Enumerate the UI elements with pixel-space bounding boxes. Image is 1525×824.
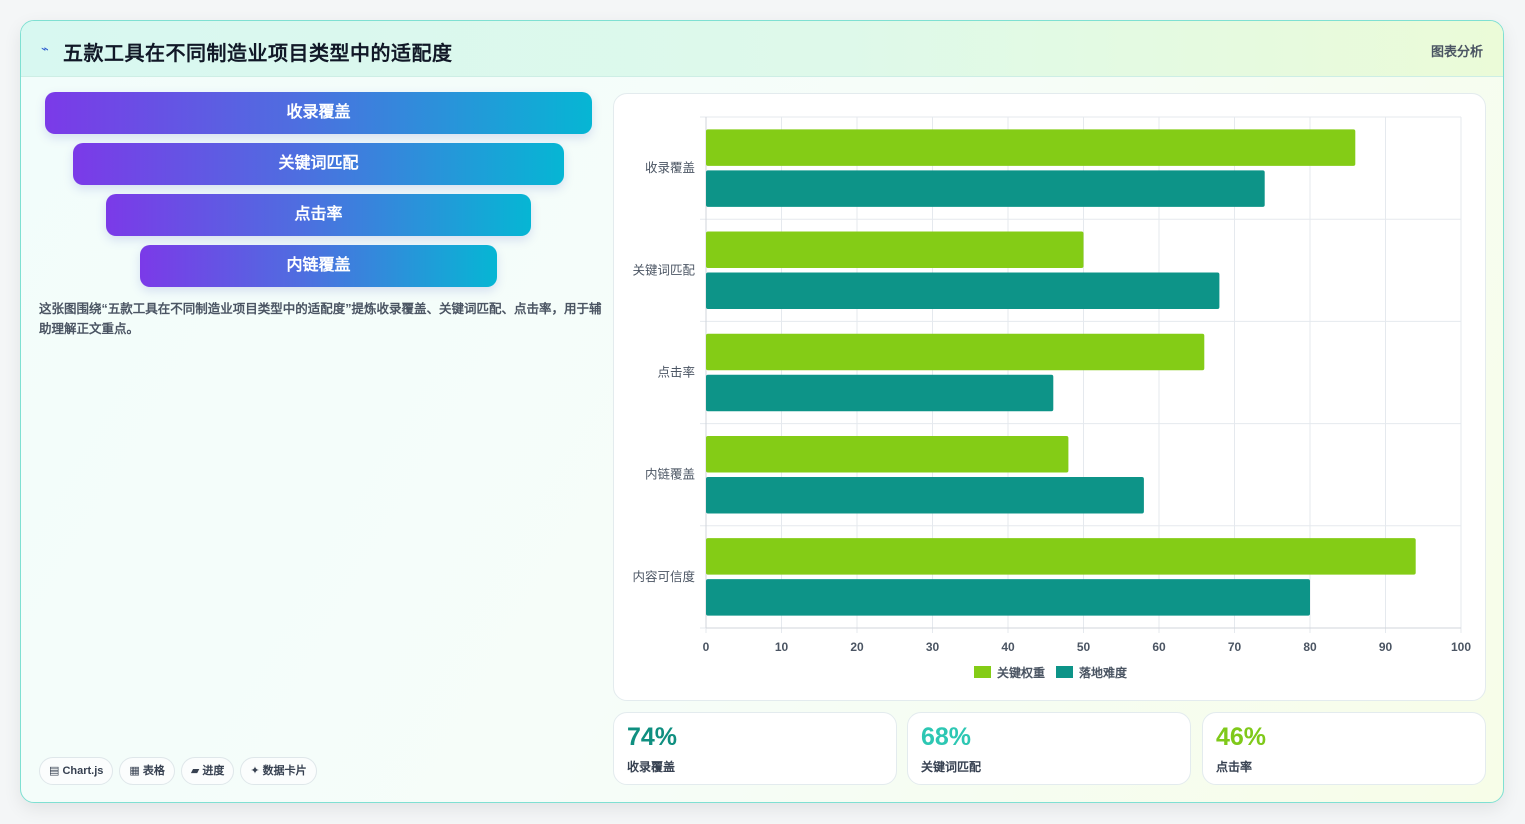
badge-progress[interactable]: ▰ 进度 [180,757,235,785]
funnel-stage-1: 收录覆盖 [45,92,592,134]
legend-label: 落地难度 [1079,665,1128,680]
legend-swatch [1056,666,1073,678]
y-tick-label: 关键词匹配 [632,263,695,277]
sparkle-icon: ⌁ [41,41,49,56]
x-tick-label: 40 [1001,640,1015,654]
stat-card-3: 46% 点击率 [1202,712,1486,785]
bar-difficulty [706,272,1220,310]
stat-label: 点击率 [1216,760,1253,774]
funnel-stage-2: 关键词匹配 [73,143,564,185]
bar-chart: 0 10 20 30 40 50 60 70 80 90 100 收录覆盖关键词匹配点击率内链覆盖内容… [632,116,1471,680]
y-tick-label: 收录覆盖 [645,161,695,175]
page-title: 五款工具在不同制造业项目类型中的适配度 [63,43,453,65]
badge-data-card[interactable]: ✦ 数据卡片 [240,757,317,785]
stat-value: 46% [1216,723,1267,751]
x-tick-label: 20 [850,640,864,654]
x-tick-label: 0 [703,640,710,654]
legend-swatch [974,666,991,678]
chart-description: 这张图围绕“五款工具在不同制造业项目类型中的适配度”提炼收录覆盖、关键词匹配、点… [39,302,602,336]
bar-key-weight [706,129,1356,166]
x-tick-label: 70 [1228,640,1242,654]
bar-difficulty [706,476,1144,514]
header-tag: 图表分析 [1430,44,1483,59]
stat-card-1: 74% 收录覆盖 [613,712,897,785]
bar-key-weight [706,333,1205,371]
funnel-stage-3: 点击率 [106,194,531,236]
bar-key-weight [706,231,1084,269]
stat-label: 关键词匹配 [921,760,982,774]
stat-value: 74% [627,723,678,751]
bar-key-weight [706,435,1069,473]
stat-label: 收录覆盖 [627,760,676,774]
main-card: ⌁ 五款工具在不同制造业项目类型中的适配度 图表分析 收录覆盖 关键词匹配 点击… [20,20,1504,803]
badge-chartjs[interactable]: ▤ Chart.js [39,757,114,785]
x-tick-label: 80 [1303,640,1317,654]
bar-key-weight [706,538,1416,575]
x-tick-label: 60 [1152,640,1166,654]
badge-table[interactable]: ▦ 表格 [119,757,175,785]
bar-difficulty [706,579,1310,616]
stat-card-2: 68% 关键词匹配 [907,712,1191,785]
x-tick-label: 90 [1379,640,1393,654]
y-tick-label: 点击率 [657,365,695,380]
tech-badges: ▤ Chart.js ▦ 表格 ▰ 进度 ✦ 数据卡片 [39,757,323,785]
x-tick-label: 50 [1077,640,1091,654]
x-tick-label: 30 [926,640,940,654]
chart-panel: 0 10 20 30 40 50 60 70 80 90 100 收录覆盖关键词匹配点击率内链覆盖内容… [613,93,1486,701]
y-tick-label: 内容可信度 [632,569,695,584]
header: ⌁ 五款工具在不同制造业项目类型中的适配度 图表分析 [21,21,1503,77]
x-tick-label: 10 [775,640,789,654]
y-tick-label: 内链覆盖 [645,467,695,482]
bar-difficulty [706,170,1265,207]
bar-difficulty [706,374,1054,412]
funnel-stage-4: 内链覆盖 [140,245,497,287]
x-tick-label: 100 [1451,640,1471,654]
stat-value: 68% [921,723,972,751]
legend-label: 关键权重 [997,665,1045,680]
